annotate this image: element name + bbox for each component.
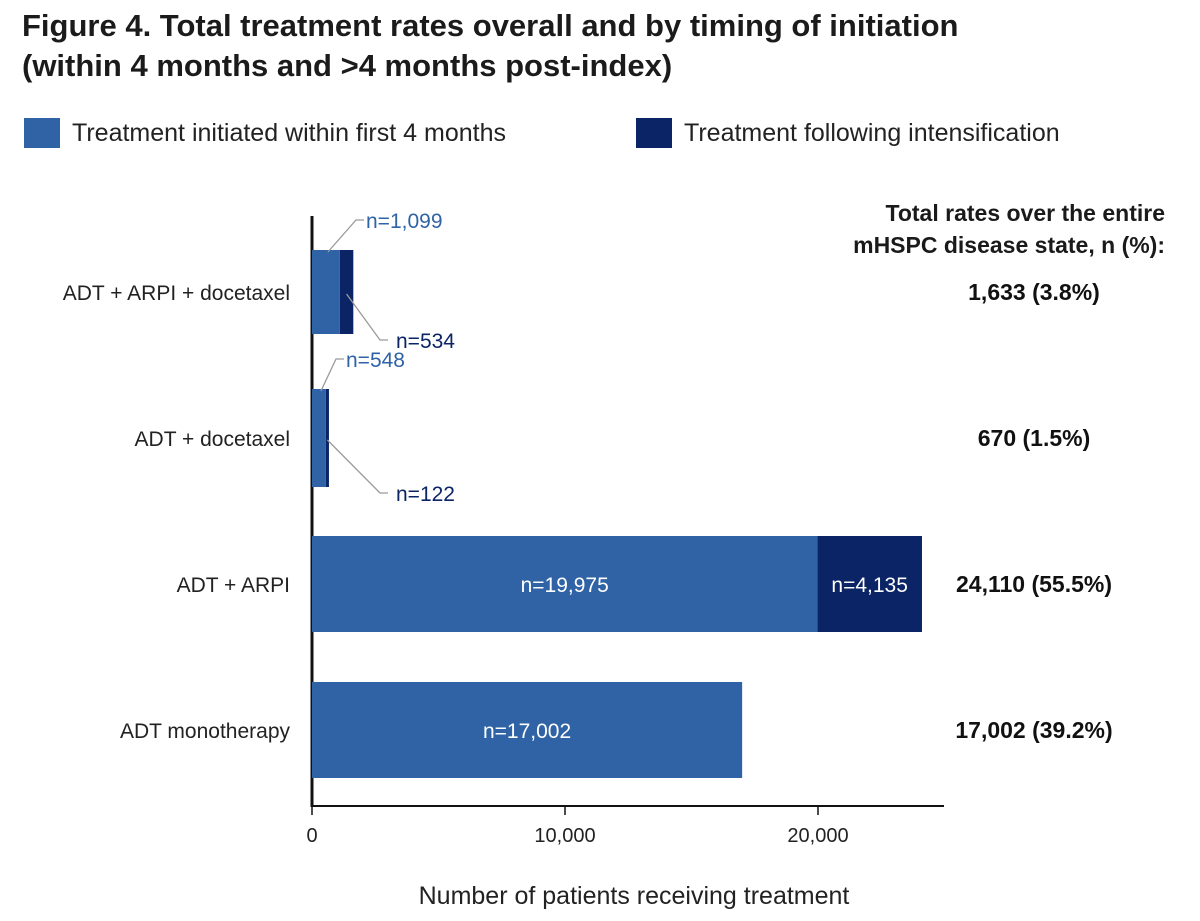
total-rate-adt-arpi: 24,110 (55.5%) <box>956 571 1112 597</box>
bar-intensification-adt-arpi <box>817 536 922 632</box>
totals-header-line-1: Total rates over the entire <box>885 200 1166 226</box>
totals-header: Total rates over the entire mHSPC diseas… <box>790 197 1165 261</box>
bar-intensification-adt-arpi-docetaxel <box>339 250 354 334</box>
data-label-intensification-adt-arpi-docetaxel: n=534 <box>396 330 455 353</box>
chart-legend: Treatment initiated within first 4 month… <box>0 118 1200 154</box>
data-label-intensification-adt-arpi: n=4,135 <box>831 574 908 597</box>
leader-line-initiated-adt-docetaxel <box>320 358 344 392</box>
totals-header-line-2: mHSPC disease state, n (%): <box>853 232 1165 258</box>
category-label-adt-arpi-docetaxel: ADT + ARPI + docetaxel <box>63 282 290 305</box>
legend-label-initiated: Treatment initiated within first 4 month… <box>72 118 506 147</box>
x-axis-title: Number of patients receiving treatment <box>419 882 850 910</box>
legend-item-intensification: Treatment following intensification <box>636 118 1060 148</box>
bar-initiated-adt-arpi-docetaxel <box>312 250 340 334</box>
data-label-initiated-adt-arpi-docetaxel: n=1,099 <box>366 210 443 233</box>
legend-item-initiated: Treatment initiated within first 4 month… <box>24 118 506 148</box>
x-tick-label-0: 0 <box>306 825 317 847</box>
figure-title-line-1: Figure 4. Total treatment rates overall … <box>22 8 959 43</box>
leader-line-intensification-adt-arpi-docetaxel <box>346 293 388 341</box>
bar-intensification-adt-docetaxel <box>325 389 329 487</box>
bar-initiated-adt-arpi <box>312 536 818 632</box>
legend-swatch-intensification <box>636 118 672 148</box>
leader-line-intensification-adt-docetaxel <box>326 439 388 494</box>
x-tick-label-20000: 20,000 <box>787 825 848 847</box>
data-label-initiated-adt-docetaxel: n=548 <box>346 349 405 372</box>
data-label-initiated-adt-monotherapy: n=17,002 <box>483 720 571 743</box>
figure-title: Figure 4. Total treatment rates overall … <box>22 6 1172 86</box>
data-label-initiated-adt-arpi: n=19,975 <box>521 574 609 597</box>
total-rate-adt-arpi-docetaxel: 1,633 (3.8%) <box>968 279 1100 305</box>
category-label-adt-arpi: ADT + ARPI <box>177 574 290 597</box>
category-label-adt-docetaxel: ADT + docetaxel <box>135 428 290 451</box>
category-label-adt-monotherapy: ADT monotherapy <box>120 720 291 743</box>
legend-label-intensification: Treatment following intensification <box>684 118 1060 147</box>
leader-line-initiated-adt-arpi-docetaxel <box>327 219 364 253</box>
bar-initiated-adt-monotherapy <box>312 682 743 778</box>
figure-title-line-2: (within 4 months and >4 months post-inde… <box>22 48 673 83</box>
x-tick-label-10000: 10,000 <box>534 825 595 847</box>
bar-initiated-adt-docetaxel <box>312 389 326 487</box>
legend-swatch-initiated <box>24 118 60 148</box>
total-rate-adt-monotherapy: 17,002 (39.2%) <box>955 717 1112 743</box>
data-label-intensification-adt-docetaxel: n=122 <box>396 483 455 506</box>
total-rate-adt-docetaxel: 670 (1.5%) <box>978 425 1091 451</box>
